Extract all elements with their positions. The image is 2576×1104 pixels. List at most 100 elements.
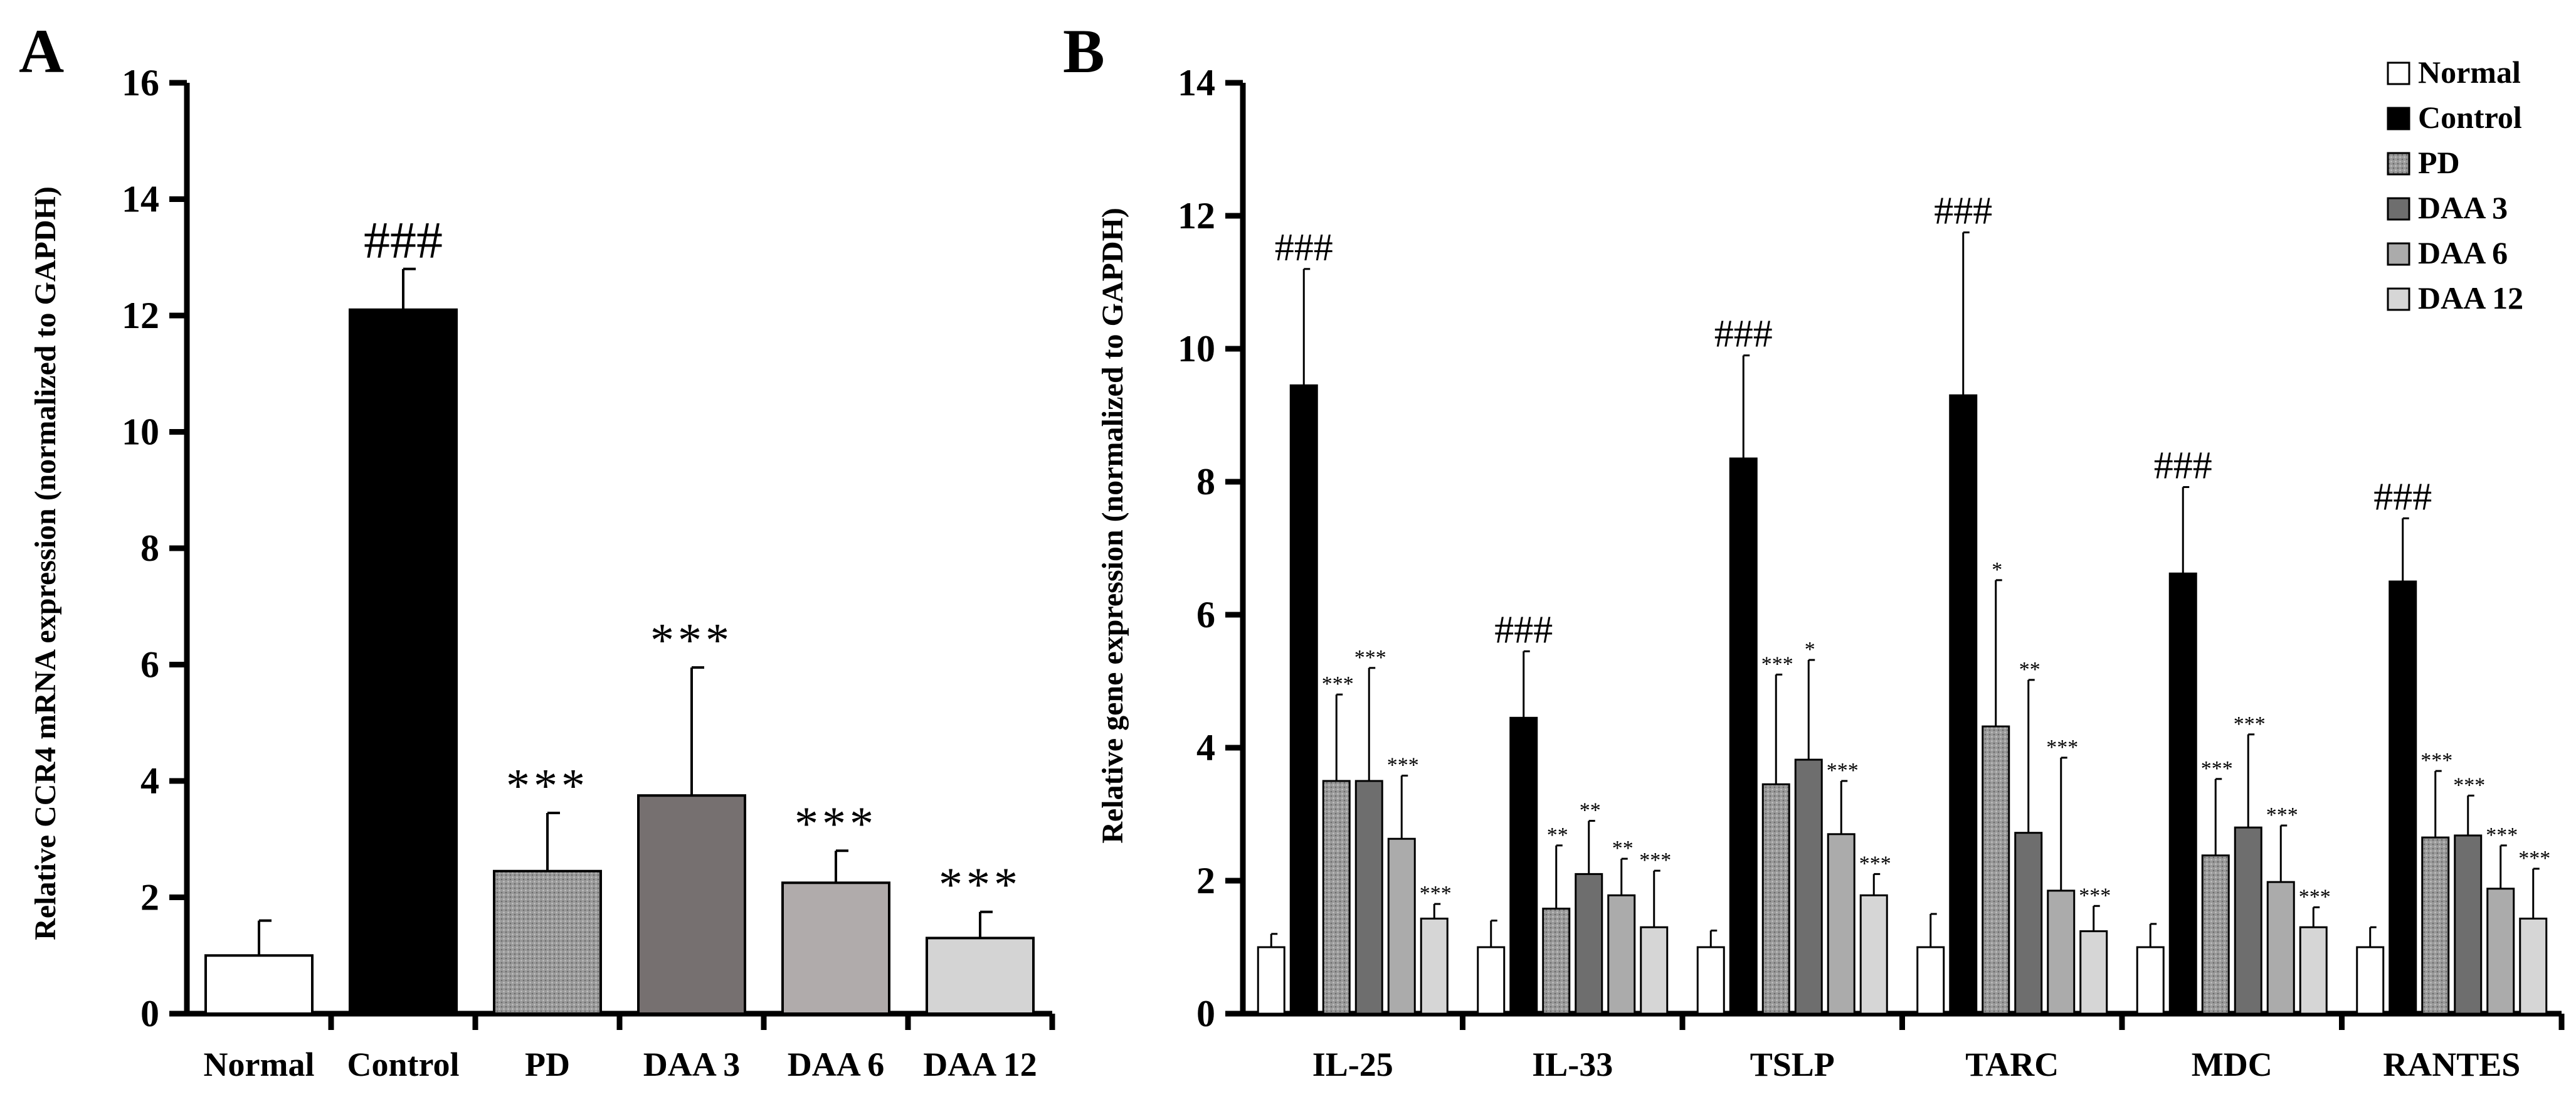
panel-b-bar-tslp-daa-6	[1827, 833, 1855, 1015]
panel-b-legend-swatch-daa-12	[2387, 287, 2410, 311]
panel-a-y-tick-label: 6	[140, 644, 159, 686]
panel-b-bar-rantes-pd	[2421, 836, 2450, 1015]
panel-a-x-tick-label-daa-6: DAA 6	[788, 1046, 885, 1083]
panel-b-y-tick-label: 4	[1196, 727, 1215, 768]
panel-a-y-axis-label: Relative CCR4 mRNA expression (normalize…	[29, 186, 62, 940]
panel-b-bar-rantes-daa-3	[2454, 834, 2483, 1015]
panel-b-bar-mdc-daa-12	[2299, 926, 2328, 1015]
panel-b-y-tick-label: 10	[1178, 328, 1215, 369]
panel-a-y-tick-label: 14	[122, 179, 159, 220]
panel-b-bar-il-25-daa-12	[1420, 917, 1449, 1015]
panel-b-significance-tarc-pd: *	[1992, 558, 2002, 581]
panel-b-bar-tarc-control	[1949, 394, 1978, 1015]
panel-b-bar-tslp-normal	[1696, 946, 1725, 1015]
panel-b-bar-mdc-control	[2168, 572, 2197, 1015]
panel-b-significance-il-25-pd: ***	[1322, 672, 1354, 696]
panel-b-significance-il-25-control: ###	[1275, 226, 1333, 269]
panel-b-bar-rantes-control	[2389, 580, 2417, 1015]
panel-b-x-tick-label-rantes: RANTES	[2383, 1046, 2520, 1083]
panel-b-significance-tslp-pd: ***	[1761, 652, 1793, 676]
panel-b-bar-mdc-normal	[2136, 946, 2165, 1015]
panel-a-x-tick-label-daa-3: DAA 3	[643, 1046, 741, 1083]
panel-b: B Relative gene expression (normalized t…	[1063, 16, 2565, 1083]
panel-b-legend-label-daa-12: DAA 12	[2418, 280, 2523, 316]
panel-b-bar-tarc-normal	[1916, 946, 1945, 1015]
panel-a-significance-control: ###	[364, 211, 443, 270]
panel-a-y-tick-label: 2	[140, 877, 159, 918]
panel-b-bar-il-33-daa-12	[1640, 926, 1669, 1015]
panel-b-x-tick-label-il-33: IL-33	[1532, 1046, 1613, 1083]
panel-b-significance-il-33-daa-3: **	[1580, 799, 1601, 822]
panel-b-bar-tslp-pd	[1761, 783, 1790, 1015]
panel-b-legend-swatch-control	[2387, 107, 2410, 130]
panel-b-bar-tarc-daa-3	[2014, 832, 2043, 1015]
panel-b-significance-rantes-daa-6: ***	[2486, 824, 2518, 847]
panel-b-axes: 0 2 4 6 8 10 12 14	[1178, 62, 2565, 1034]
panel-b-bar-tslp-control	[1729, 457, 1758, 1015]
panel-b-bar-rantes-daa-12	[2519, 917, 2548, 1015]
panel-a-x-tick-label-normal: Normal	[204, 1046, 315, 1083]
panel-a-bar-control	[349, 308, 458, 1016]
panel-b-bar-il-25-pd	[1322, 780, 1351, 1015]
panel-a-x-tick-label-control: Control	[347, 1046, 459, 1083]
panel-b-significance-tarc-daa-12: ***	[2079, 884, 2111, 907]
panel-a-y-tick-label: 10	[122, 411, 159, 453]
panel-b-legend-swatch-normal	[2387, 61, 2410, 85]
panel-b-bar-il-33-control	[1509, 716, 1538, 1015]
panel-a-significance-daa-3: ***	[650, 614, 733, 667]
panel-b-significance-mdc-daa-3: ***	[2234, 713, 2266, 736]
panel-b-bar-il-25-daa-6	[1387, 837, 1416, 1015]
panel-b-x-tick-label-tslp: TSLP	[1750, 1046, 1835, 1083]
panel-b-significance-mdc-daa-6: ***	[2266, 804, 2298, 827]
panel-b-y-tick-label: 6	[1196, 594, 1215, 635]
panel-b-significance-il-33-daa-12: ***	[1639, 849, 1671, 872]
panel-b-significance-rantes-control: ###	[2373, 475, 2432, 518]
panel-b-significance-il-25-daa-3: ***	[1354, 646, 1386, 669]
panel-a-significance-daa-12: ***	[939, 859, 1021, 911]
panel-b-y-axis-label: Relative gene expression (normalized to …	[1096, 208, 1129, 844]
panel-a-bar-pd	[493, 869, 602, 1015]
panel-a-x-tick-label-daa-12: DAA 12	[923, 1046, 1037, 1083]
panel-b-significance-rantes-daa-3: ***	[2453, 773, 2485, 797]
panel-b-bars: ###************IL-25###*********IL-33###…	[1257, 190, 2550, 1083]
panel-b-significance-tarc-daa-6: ***	[2046, 736, 2078, 759]
panel-b-significance-tslp-daa-6: ***	[1827, 759, 1859, 782]
panel-b-bar-tarc-daa-6	[2047, 889, 2076, 1015]
panel-b-significance-tslp-control: ###	[1714, 313, 1773, 356]
panel-b-bar-il-33-daa-3	[1575, 873, 1603, 1015]
panel-b-bar-rantes-daa-6	[2486, 888, 2515, 1015]
panel-a-significance-daa-6: ***	[794, 797, 877, 850]
panel-b-y-tick-label: 0	[1196, 993, 1215, 1034]
panel-b-significance-tslp-daa-3: *	[1805, 638, 1815, 661]
panel-b-legend-label-daa-6: DAA 6	[2418, 235, 2508, 270]
panel-b-legend-label-daa-3: DAA 3	[2418, 190, 2508, 225]
panel-b-legend-label-control: Control	[2418, 100, 2522, 135]
panel-b-bar-il-25-normal	[1257, 946, 1285, 1015]
panel-a-axes: 0 2 4 6 8 10 12 14 16	[122, 62, 1055, 1034]
panel-b-bar-il-33-normal	[1477, 946, 1506, 1015]
panel-a-y-tick-label: 12	[122, 295, 159, 336]
panel-b-x-tick-label-mdc: MDC	[2192, 1046, 2272, 1083]
panel-b-y-tick-label: 8	[1196, 461, 1215, 502]
panel-b-bar-il-33-daa-6	[1607, 894, 1636, 1015]
panel-b-legend-swatch-daa-6	[2387, 242, 2410, 266]
panel-a-bar-daa-3	[637, 794, 746, 1015]
panel-b-significance-il-33-pd: **	[1547, 824, 1568, 847]
panel-b-significance-mdc-control: ###	[2154, 444, 2212, 487]
panel-b-label: B	[1063, 16, 1105, 86]
panel-b-legend-label-pd: PD	[2418, 145, 2460, 180]
panel-b-y-tick-label: 14	[1178, 62, 1215, 104]
panel-a-label: A	[19, 16, 64, 86]
panel-a: A Relative CCR4 mRNA expression (normali…	[19, 16, 1055, 1083]
panel-b-bar-il-25-control	[1289, 384, 1318, 1015]
panel-b-bar-mdc-daa-3	[2234, 826, 2262, 1015]
panel-b-significance-rantes-daa-12: ***	[2518, 847, 2550, 870]
panel-b-significance-mdc-daa-12: ***	[2299, 885, 2331, 908]
panel-b-significance-tarc-control: ###	[1934, 190, 1992, 233]
panel-b-significance-il-25-daa-12: ***	[1420, 882, 1452, 905]
panel-b-significance-il-33-daa-6: **	[1612, 837, 1634, 860]
panel-b-bar-tarc-daa-12	[2079, 930, 2108, 1015]
panel-b-significance-rantes-pd: ***	[2420, 749, 2452, 772]
panel-a-y-tick-label: 16	[122, 62, 159, 104]
